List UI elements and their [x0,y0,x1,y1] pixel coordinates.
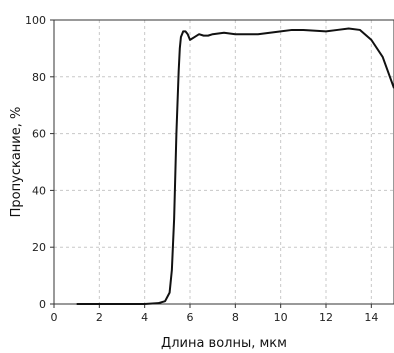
x-axis-label: Длина волны, мкм [161,336,287,351]
y-tick-label-40: 40 [32,184,46,197]
axis-ticks: 0 2 4 6 8 10 12 14 0 20 40 60 80 100 [25,14,378,324]
y-axis-label: Пропускание, % [9,107,24,218]
x-tick-label-14: 14 [364,311,378,324]
x-tick-label-10: 10 [274,311,288,324]
grid [54,20,394,304]
plot-frame [53,19,394,305]
x-tick-label-4: 4 [141,311,148,324]
x-tick-label-0: 0 [51,311,58,324]
x-tick-label-12: 12 [319,311,333,324]
y-tick-label-0: 0 [39,298,46,311]
x-tick-label-2: 2 [96,311,103,324]
y-tick-label-80: 80 [32,71,46,84]
y-tick-label-100: 100 [25,14,46,27]
transmission-curve [76,27,394,305]
y-tick-label-20: 20 [32,241,46,254]
y-tick-label-60: 60 [32,128,46,141]
x-tick-label-6: 6 [187,311,194,324]
x-tick-label-8: 8 [232,311,239,324]
